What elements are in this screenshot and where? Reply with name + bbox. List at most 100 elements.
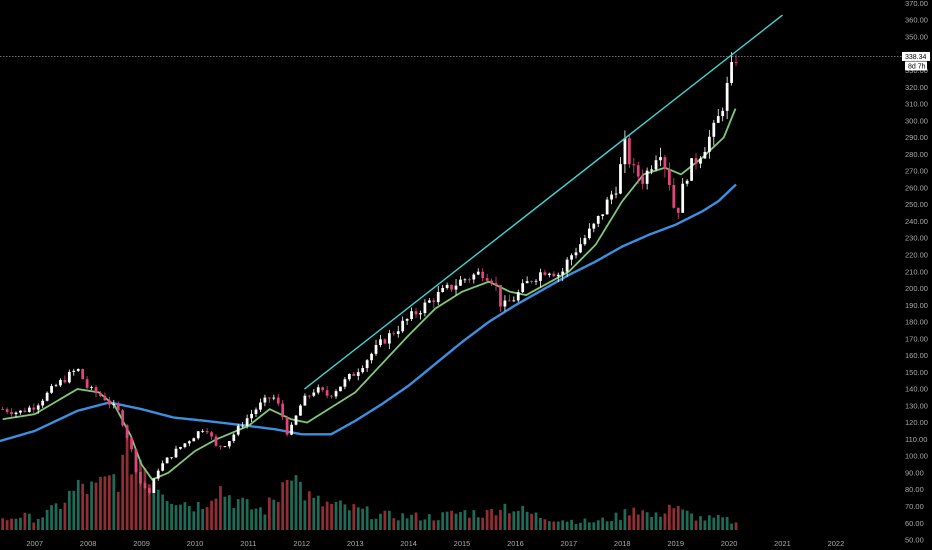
volume-bar (183, 502, 187, 530)
candle-body (90, 387, 93, 388)
volume-bar (707, 515, 711, 530)
volume-bar (694, 520, 698, 530)
candle-body (219, 445, 222, 447)
candle-body (241, 425, 245, 427)
price-tick-label: 320.00 (905, 83, 928, 92)
price-tick-label: 360.00 (905, 16, 928, 25)
volume-bar (467, 517, 471, 530)
slow-moving-average-line (0, 183, 737, 443)
volume-bar (339, 500, 342, 530)
volume-bar (405, 518, 409, 530)
candle-body (134, 449, 138, 472)
volume-bar (130, 474, 133, 530)
volume-bar (54, 503, 58, 530)
volume-bar (614, 512, 618, 530)
volume-bar (592, 522, 596, 530)
year-tick-label: 2019 (667, 539, 684, 548)
candle-body (347, 373, 351, 380)
volume-bar (530, 513, 533, 530)
volume-bar (414, 512, 418, 530)
volume-bar (76, 479, 80, 530)
volume-bar (432, 520, 436, 530)
volume-bar (165, 501, 169, 530)
price-tick-label: 130.00 (905, 401, 928, 410)
bar-countdown: 8d 7h (908, 63, 926, 70)
volume-bar (147, 484, 151, 530)
price-tick-label: 300.00 (905, 116, 928, 125)
candle-body (583, 238, 587, 245)
candle-body (72, 370, 76, 372)
candle-body (290, 424, 293, 435)
candle-body (414, 311, 418, 315)
volume-bar (125, 435, 129, 530)
candle-body (112, 403, 116, 405)
candle-body (467, 279, 471, 281)
candle-body (645, 170, 649, 184)
volume-bar (525, 511, 529, 530)
volume-bar (685, 510, 689, 530)
volume-bar (552, 521, 556, 530)
candle-body (316, 387, 320, 393)
volume-bar (565, 521, 569, 530)
candle-body (539, 272, 542, 281)
volume-bar (699, 516, 702, 530)
moving-averages (0, 108, 737, 481)
candle-body (716, 116, 720, 123)
volume-bar (681, 509, 685, 530)
volume-bar (472, 510, 476, 530)
volume-bar (343, 504, 347, 530)
year-tick-label: 2022 (828, 539, 845, 548)
volume-bar (374, 518, 378, 530)
volume-bar (196, 501, 200, 530)
candle-body (441, 287, 445, 293)
volume-bar (156, 489, 160, 530)
price-axis[interactable]: 50.00 60.00 70.00 80.00 90.00 100.00 110.00 120… (905, 0, 928, 545)
volume-bar (330, 504, 333, 530)
candle-body (512, 300, 516, 302)
volume-bar (570, 519, 573, 530)
candle-body (445, 284, 449, 288)
candle-body (703, 151, 707, 159)
candle-body (121, 410, 125, 426)
channel-trendline[interactable] (304, 14, 783, 390)
candle-body (490, 280, 493, 284)
price-tick-label: 190.00 (905, 301, 928, 310)
candle-body (636, 165, 640, 177)
candle-body (383, 339, 387, 344)
candle-body (370, 353, 373, 361)
candle-body (81, 369, 85, 380)
volume-bar (219, 486, 222, 530)
last-price-badge: 338.34 8d 7h (902, 51, 930, 71)
volume-bar (23, 512, 27, 530)
countdown-badge-bg (905, 61, 927, 71)
candle-body (276, 397, 280, 404)
volume-bar (610, 521, 613, 530)
candle-body (561, 271, 565, 275)
candle-body (161, 463, 165, 471)
candle-body (174, 448, 178, 458)
candle-body (5, 409, 9, 412)
volume-bar (201, 508, 205, 530)
volume-bar (543, 519, 547, 530)
volume-bar (636, 514, 640, 530)
year-tick-label: 2008 (80, 539, 97, 548)
volume-bar (383, 510, 387, 530)
volume-bar (632, 507, 636, 530)
volume-bar (192, 511, 196, 530)
price-tick-label: 70.00 (905, 502, 924, 511)
volume-bar (450, 510, 453, 530)
time-axis[interactable]: 2007 2008 2009 2010 2011 2012 2013 2014 2015 2016… (26, 539, 844, 548)
volume-bar (307, 491, 311, 530)
volume-bar (210, 500, 213, 530)
candle-body (76, 369, 80, 371)
volume-bar (316, 495, 320, 530)
volume-bar (459, 512, 462, 530)
candle-body (525, 281, 529, 284)
candle-body (330, 395, 333, 397)
volume-bar (370, 519, 373, 530)
volume-bar (725, 517, 729, 530)
candle-body (250, 413, 253, 419)
volume-bar (361, 508, 365, 530)
volume-bar (619, 520, 622, 530)
